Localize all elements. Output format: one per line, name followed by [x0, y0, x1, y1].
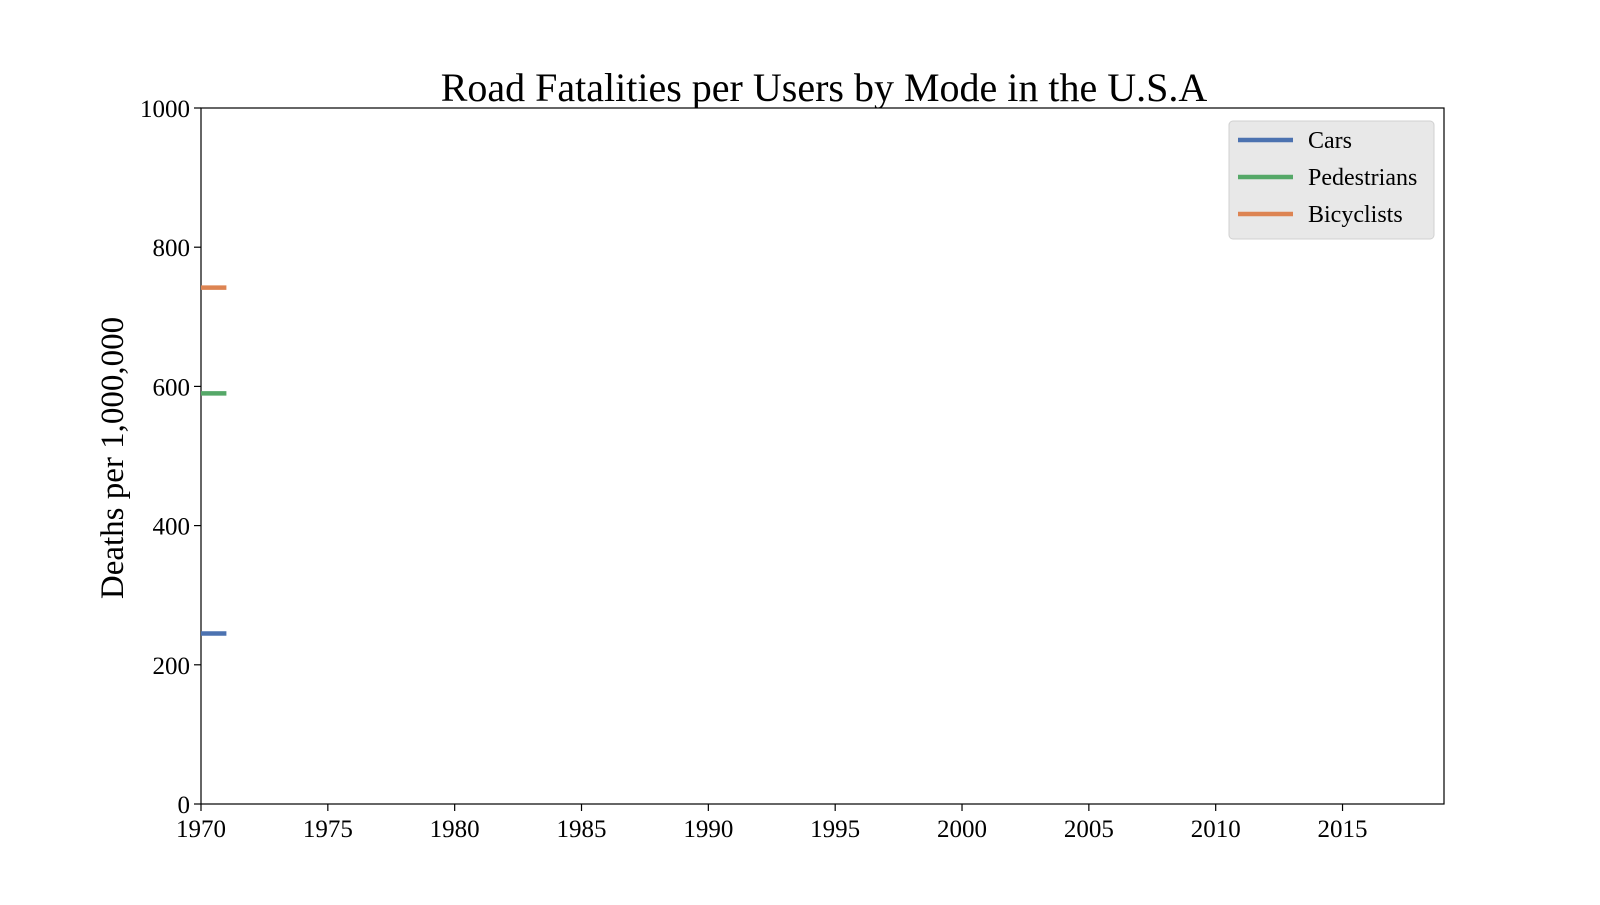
y-tick-label: 1000 — [140, 96, 190, 123]
x-tick-label: 1970 — [176, 816, 226, 843]
x-tick-label: 1990 — [683, 816, 733, 843]
x-tick-label: 1975 — [303, 816, 353, 843]
x-tick-label: 2005 — [1064, 816, 1114, 843]
legend-label-pedestrians: Pedestrians — [1308, 165, 1417, 191]
series-lines — [201, 285, 227, 636]
x-tick-label: 2000 — [937, 816, 987, 843]
x-tick-label: 1980 — [430, 816, 480, 843]
y-tick-label: 800 — [153, 235, 191, 262]
x-tick-label: 1995 — [810, 816, 860, 843]
x-axis: 1970 1975 1980 1985 1990 1995 2000 2005 2010 2015 — [176, 804, 1368, 843]
legend-label-cars: Cars — [1308, 128, 1352, 154]
y-axis-label: Deaths per 1,000,000 — [95, 317, 131, 599]
y-tick-label: 200 — [153, 653, 191, 680]
legend-box — [1228, 120, 1435, 240]
y-axis: 0 200 400 600 800 1000 — [140, 96, 201, 819]
x-tick-label: 2015 — [1318, 816, 1368, 843]
chart-title: Road Fatalities per Users by Mode in the… — [441, 65, 1208, 110]
y-tick-label: 0 — [178, 792, 191, 819]
x-tick-label: 1985 — [557, 816, 607, 843]
y-tick-label: 400 — [153, 514, 191, 541]
legend: Cars Pedestrians Bicyclists — [1228, 120, 1435, 240]
legend-label-bicyclists: Bicyclists — [1308, 202, 1403, 228]
y-tick-label: 600 — [153, 374, 191, 401]
x-tick-label: 2010 — [1191, 816, 1241, 843]
